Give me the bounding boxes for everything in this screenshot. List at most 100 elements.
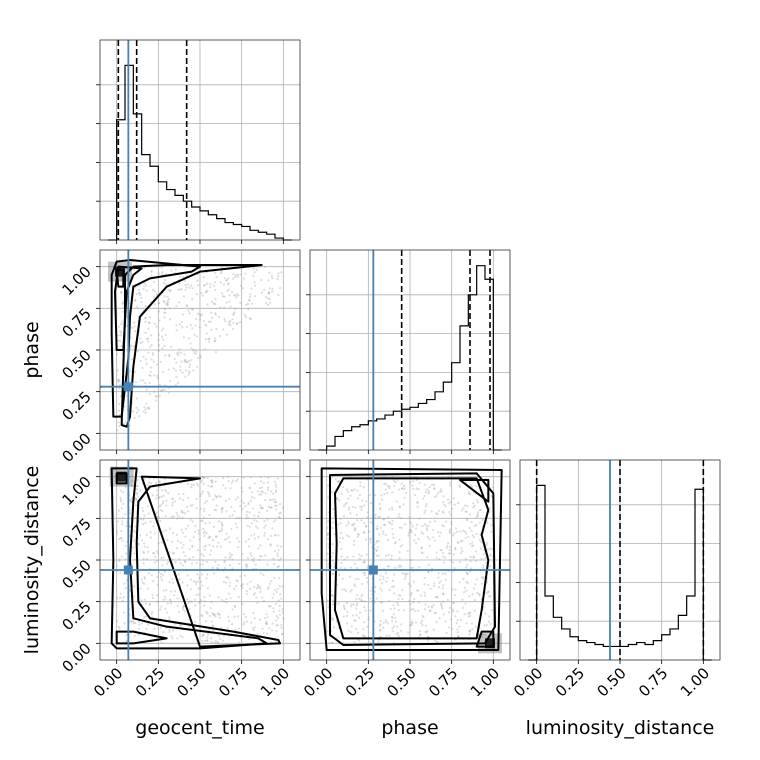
scatter-point <box>326 534 329 537</box>
scatter-point <box>233 510 236 513</box>
scatter-point <box>273 549 277 553</box>
scatter-panel-phase-vs-luminosity_distance: 0.00 0.25 0.50 0.75 1.00 <box>300 459 511 700</box>
scatter-point <box>210 300 214 303</box>
scatter-point <box>205 577 208 580</box>
scatter-point <box>251 507 254 510</box>
scatter-point <box>238 540 241 543</box>
scatter-point <box>357 577 360 580</box>
scatter-point <box>123 405 126 408</box>
scatter-point <box>458 625 461 628</box>
scatter-point <box>138 623 141 626</box>
scatter-point <box>148 374 151 377</box>
scatter-point <box>125 552 128 555</box>
scatter-point <box>333 562 336 565</box>
scatter-point <box>453 567 456 570</box>
scatter-point <box>391 585 394 589</box>
scatter-point <box>280 597 283 600</box>
scatter-point <box>136 484 139 488</box>
scatter-point <box>204 323 207 326</box>
scatter-point <box>404 575 407 578</box>
scatter-point <box>245 563 249 566</box>
scatter-point <box>145 627 148 631</box>
scatter-point <box>223 560 226 564</box>
scatter-point <box>120 331 123 334</box>
scatter-point <box>174 561 177 564</box>
scatter-point <box>187 524 190 527</box>
scatter-point <box>119 596 122 599</box>
scatter-point <box>215 495 218 498</box>
scatter-point <box>369 502 373 505</box>
scatter-point <box>186 361 189 364</box>
scatter-point <box>267 605 271 608</box>
scatter-point <box>161 273 164 276</box>
scatter-point <box>441 524 444 527</box>
scatter-point <box>266 587 270 590</box>
scatter-point <box>144 331 147 335</box>
scatter-point <box>362 521 366 525</box>
scatter-point <box>269 544 272 547</box>
scatter-point <box>187 373 190 376</box>
scatter-point <box>139 293 142 297</box>
scatter-point <box>490 523 493 527</box>
scatter-point <box>473 598 476 602</box>
scatter-point <box>189 342 192 345</box>
scatter-point <box>220 266 224 269</box>
scatter-point <box>206 639 209 642</box>
scatter-point <box>120 507 123 510</box>
scatter-point <box>135 411 139 414</box>
scatter-point <box>252 628 255 631</box>
scatter-point <box>397 516 400 519</box>
scatter-point <box>191 556 195 559</box>
scatter-point <box>433 520 437 523</box>
scatter-point <box>141 523 145 526</box>
scatter-point <box>448 511 451 514</box>
scatter-point <box>392 641 395 644</box>
scatter-point <box>178 497 182 500</box>
truth-marker-phase-vs-luminosity_distance <box>368 565 378 575</box>
scatter-point <box>206 303 209 306</box>
scatter-point <box>392 604 395 607</box>
scatter-point <box>115 620 119 623</box>
scatter-point <box>208 536 212 539</box>
scatter-point <box>396 625 399 628</box>
scatter-point <box>360 582 364 586</box>
scatter-point <box>195 482 199 485</box>
scatter-point <box>202 516 206 519</box>
scatter-point <box>239 273 242 276</box>
scatter-point <box>340 492 344 495</box>
histogram-step-geocent_time <box>108 64 292 241</box>
scatter-point <box>200 553 203 556</box>
scatter-point <box>241 552 244 555</box>
scatter-point <box>166 538 169 542</box>
scatter-point <box>461 549 464 553</box>
scatter-point <box>157 272 160 275</box>
scatter-point <box>440 602 443 605</box>
scatter-point <box>134 504 138 507</box>
scatter-point <box>213 281 217 284</box>
scatter-point <box>353 529 356 532</box>
scatter-point <box>490 495 493 498</box>
scatter-point <box>120 555 123 558</box>
scatter-point <box>217 494 221 498</box>
scatter-point <box>327 606 330 609</box>
scatter-point <box>260 480 263 483</box>
scatter-point <box>412 487 415 490</box>
scatter-point <box>123 582 126 585</box>
scatter-point <box>250 522 253 525</box>
scatter-point <box>364 525 368 528</box>
scatter-point <box>279 511 282 514</box>
scatter-point <box>258 618 262 621</box>
scatter-point <box>391 527 394 530</box>
scatter-point <box>188 363 191 366</box>
scatter-point <box>255 268 258 271</box>
scatter-point <box>214 560 217 563</box>
scatter-point <box>404 572 407 576</box>
scatter-point <box>180 360 183 363</box>
scatter-point <box>151 351 154 355</box>
scatter-point <box>159 360 163 364</box>
scatter-point <box>222 634 225 637</box>
scatter-point <box>452 561 455 564</box>
scatter-point <box>363 560 366 564</box>
scatter-point <box>137 633 140 636</box>
scatter-point <box>469 614 472 617</box>
